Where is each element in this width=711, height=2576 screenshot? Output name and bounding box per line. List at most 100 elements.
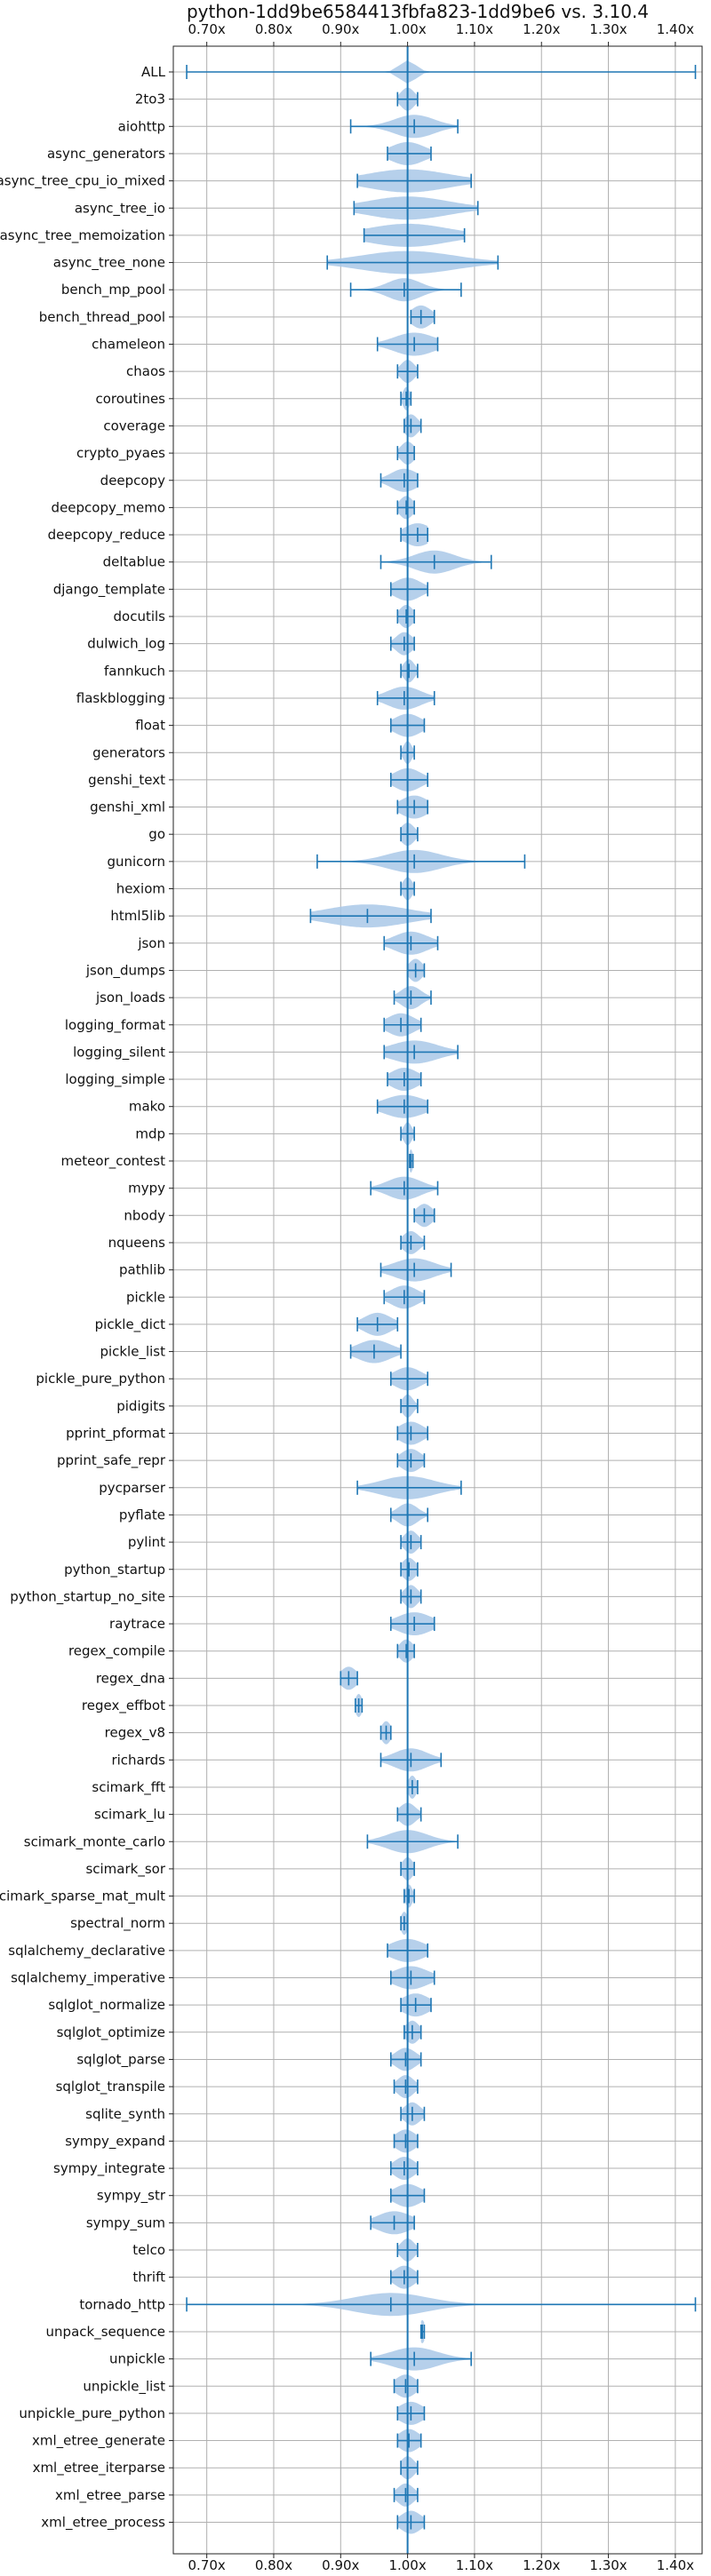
benchmark-label: xml_etree_process <box>41 2515 165 2532</box>
benchmark-violin <box>396 1421 429 1445</box>
benchmark-violin <box>389 2157 419 2180</box>
benchmark-violin <box>396 2510 426 2534</box>
benchmark-violin <box>400 1557 419 1581</box>
benchmark-label: flaskblogging <box>76 690 165 706</box>
benchmark-violin <box>356 169 472 193</box>
benchmark-violin <box>389 577 429 601</box>
benchmark-violin <box>383 1285 426 1309</box>
benchmark-violin <box>393 2129 419 2153</box>
benchmark-violin <box>400 1530 422 1554</box>
benchmark-violin <box>400 1231 426 1254</box>
benchmark-violin <box>396 795 429 819</box>
benchmark-violin <box>400 2456 419 2480</box>
benchmark-label: sqlalchemy_declarative <box>8 1943 165 1960</box>
benchmark-label: sqlglot_transpile <box>56 2079 165 2095</box>
benchmark-violin <box>396 1449 426 1473</box>
benchmark-label: crypto_pyaes <box>76 445 165 462</box>
benchmark-label: float <box>135 718 165 734</box>
benchmark-violin <box>400 659 419 683</box>
benchmark-label: ALL <box>141 64 166 80</box>
benchmark-label: pickle_list <box>100 1344 165 1361</box>
benchmark-label: async_tree_io <box>75 200 165 217</box>
benchmark-violin <box>406 1775 419 1799</box>
benchmark-label: xml_etree_generate <box>32 2433 165 2450</box>
benchmark-violin <box>403 1884 415 1908</box>
benchmark-violin <box>363 223 466 247</box>
benchmark-label: async_generators <box>47 146 165 163</box>
benchmark-violin <box>393 2374 419 2398</box>
benchmark-label: coroutines <box>95 391 165 407</box>
benchmark-label: mako <box>129 1099 165 1115</box>
benchmark-violin <box>340 1666 358 1690</box>
benchmark-violin <box>366 1830 459 1854</box>
x-tick-label-top: 0.70x <box>188 21 226 37</box>
benchmark-violin <box>393 2483 419 2507</box>
benchmark-violin <box>396 1639 415 1663</box>
benchmark-label: pprint_pformat <box>66 1426 165 1443</box>
benchmark-label: deepcopy_memo <box>52 499 165 516</box>
benchmark-violin <box>396 2401 426 2425</box>
benchmark-label: pyflate <box>119 1507 165 1523</box>
benchmark-label: scimark_sor <box>85 1861 165 1878</box>
x-tick-label-bottom: 1.10x <box>456 2557 493 2573</box>
x-tick-label-top: 1.40x <box>657 21 694 37</box>
benchmark-label: bench_thread_pool <box>39 309 165 326</box>
benchmark-label: sqlglot_normalize <box>48 1997 165 2014</box>
benchmark-label: deepcopy_reduce <box>48 527 165 544</box>
benchmark-violin <box>379 1721 392 1745</box>
benchmark-label: dulwich_log <box>87 636 165 653</box>
benchmark-violin <box>389 1966 435 1990</box>
benchmark-violin <box>370 1176 439 1200</box>
benchmark-violin <box>355 1694 363 1717</box>
benchmark-violin <box>316 849 526 873</box>
benchmark-label: deepcopy <box>100 473 165 489</box>
benchmark-violin <box>379 1258 452 1282</box>
x-tick-label-top: 1.00x <box>388 21 426 37</box>
benchmark-violin <box>387 1068 422 1091</box>
benchmark-violin <box>389 767 429 791</box>
benchmark-label: nqueens <box>108 1235 165 1251</box>
benchmark-violin <box>400 386 412 410</box>
benchmark-label: nbody <box>124 1207 165 1223</box>
benchmark-label: spectral_norm <box>70 1915 165 1932</box>
benchmark-label: pprint_safe_repr <box>57 1452 166 1469</box>
benchmark-label: json <box>137 935 165 951</box>
benchmark-violin <box>406 958 426 982</box>
benchmark-label: unpickle <box>109 2351 165 2367</box>
benchmark-violin <box>396 605 415 628</box>
benchmark-label: genshi_text <box>88 772 165 789</box>
benchmark-violin <box>389 632 415 656</box>
benchmark-violin <box>410 305 435 329</box>
benchmark-violin <box>356 1475 462 1499</box>
plot-frame <box>172 45 703 2555</box>
benchmark-violin <box>396 441 415 465</box>
benchmark-label: aiohttp <box>118 118 165 134</box>
benchmark-violin <box>400 523 429 546</box>
x-tick-label-bottom: 1.30x <box>589 2557 627 2573</box>
benchmark-label: django_template <box>53 581 165 598</box>
benchmark-label: docutils <box>114 608 166 624</box>
benchmark-label: logging_silent <box>73 1044 165 1061</box>
benchmark-violin <box>370 2211 415 2235</box>
benchmark-label: go <box>148 826 165 842</box>
benchmark-label: meteor_contest <box>60 1153 165 1170</box>
benchmark-violin <box>309 904 432 928</box>
benchmark-violin <box>349 1340 402 1364</box>
benchmark-violin <box>376 687 435 710</box>
benchmark-violin <box>349 115 459 139</box>
benchmark-label: xml_etree_iterparse <box>33 2460 165 2477</box>
benchmark-label: tornado_http <box>79 2296 165 2313</box>
benchmark-violin <box>379 550 492 574</box>
benchmark-label: python_startup_no_site <box>10 1588 165 1605</box>
benchmark-violin <box>400 1585 422 1609</box>
benchmark-violin <box>396 1802 422 1826</box>
benchmark-label: unpickle_pure_python <box>19 2405 165 2422</box>
benchmark-label: richards <box>111 1752 165 1768</box>
benchmark-violin <box>186 60 697 83</box>
benchmark-label: coverage <box>103 417 165 433</box>
x-tick-labels: 0.70x 0.70x 0.80x 0.80x 0.90x 0.90x 1.00x 1.00x… <box>188 21 695 2573</box>
benchmark-label: sympy_sum <box>86 2214 165 2231</box>
benchmark-label: async_tree_cpu_io_mixed <box>0 173 165 190</box>
benchmark-label: logging_simple <box>65 1071 165 1088</box>
